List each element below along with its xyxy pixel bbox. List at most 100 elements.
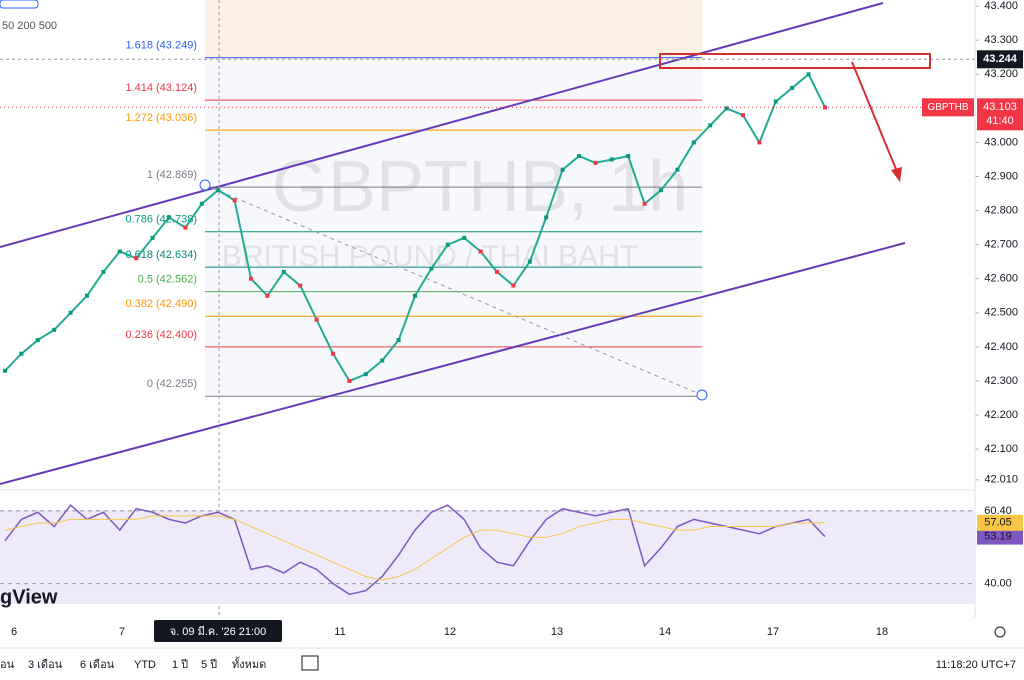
channel-top [0,2,884,248]
rsi-tag [977,514,1023,531]
price-point [347,378,352,383]
price-point [544,215,549,220]
y-tick-label: 42.900 [984,170,1018,182]
price-point [478,249,483,254]
price-point [659,188,663,193]
price-point [314,317,319,322]
arrow [851,61,899,175]
price-point [577,154,581,159]
brand: gView [0,586,58,608]
x-tick-label: 14 [659,626,671,638]
y-tick-label: 42.700 [984,239,1018,251]
fib-trend [204,184,703,396]
time-tag [154,620,282,642]
crosshair-price: 43.244 [983,53,1018,65]
price-point [626,154,631,159]
fib-zone-top [205,0,702,60]
price-point [167,215,171,220]
price-point [331,351,335,356]
rsi-band [0,510,975,604]
fib-label: 0 (42.255) [147,378,197,390]
fib-label: 0.618 (42.634) [125,249,197,261]
clock: 11:18:20 UTC+7 [936,659,1016,671]
symbol-tag-bg [922,98,974,117]
price-point [380,358,385,363]
countdown: 41:40 [986,115,1014,127]
x-tick-label: 13 [551,626,563,638]
y-tick-label: 43.000 [984,136,1018,148]
rsi-tick-label: 40.00 [984,578,1012,590]
range-button[interactable]: อน [0,659,15,671]
price-point [741,113,745,118]
y-tick-label: 43.300 [984,34,1018,46]
y-tick-label: 42.800 [984,204,1018,216]
price-point [183,225,188,230]
price-point [429,266,434,271]
x-tick-label: 18 [876,626,888,638]
range-button[interactable]: 1 ปี [172,658,188,671]
price-point [593,160,598,165]
price-point [495,269,499,274]
price-point [708,123,713,128]
y-tick-label: 42.300 [984,375,1018,387]
price-point [281,269,286,274]
price-point [790,85,795,90]
price-point [265,293,270,298]
range-button[interactable]: ทั้งหมด [232,656,266,671]
anchor [199,179,211,191]
fib-label: 0.5 (42.562) [138,274,197,286]
price-point [249,276,253,281]
price-point [52,327,57,332]
price-point [199,201,204,206]
price-point [560,167,565,172]
badge [0,0,39,9]
price-point [363,372,368,377]
price-point [134,256,139,261]
x-tick-label: 12 [444,626,456,638]
price-point [773,99,778,104]
rsi-value: 57.05 [984,517,1012,529]
range-button[interactable]: 5 ปี [201,658,217,671]
price-point [35,338,40,343]
y-tick-label: 42.200 [984,409,1018,421]
price-point [757,140,762,145]
channel-bottom [0,242,906,485]
price-point [462,235,467,240]
rsi-tag [977,528,1023,545]
price-point [396,338,401,343]
range-button[interactable]: 6 เดือน [80,658,115,671]
anchor [696,389,708,401]
price-point [609,157,614,162]
price-tag [977,50,1023,69]
y-tick-label: 42.600 [984,273,1018,285]
range-button[interactable]: 3 เดือน [28,658,63,671]
arrow-head [891,167,902,182]
price-point [3,368,7,373]
last-price: 43.103 [983,101,1017,113]
range-button[interactable]: YTD [134,659,156,671]
y-tick-label: 42.400 [984,341,1018,353]
price-point [445,242,450,247]
price-point [413,293,417,298]
price-point [150,235,155,240]
y-tick-label: 42.010 [984,474,1018,486]
fib-label: 0.382 (42.490) [125,298,197,310]
price-point [19,351,24,356]
x-tick-label: 17 [767,626,779,638]
settings-icon[interactable] [994,626,1006,638]
rsi-line [4,504,826,596]
price-point [527,259,532,264]
price-point [823,105,827,110]
y-tick-label: 43.200 [984,68,1018,80]
x-tick-label: 7 [119,626,125,638]
indicator-settings: 50 200 500 [2,20,57,32]
fib-label: 1 (42.869) [147,169,197,181]
fib-label: 1.272 (43.036) [125,112,197,124]
y-tick-label: 42.500 [984,307,1018,319]
price-point [675,167,680,172]
price-point [724,106,729,111]
date-icon[interactable] [301,655,319,671]
x-tick-label: 6 [11,626,17,638]
price-point [101,269,106,274]
